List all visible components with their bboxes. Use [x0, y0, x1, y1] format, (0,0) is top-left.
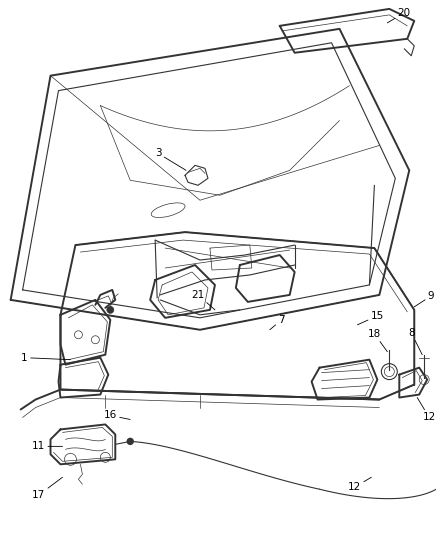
Text: 16: 16 — [104, 410, 130, 421]
Circle shape — [127, 439, 133, 445]
Text: 15: 15 — [357, 311, 384, 325]
Text: 12: 12 — [348, 477, 371, 492]
Text: 7: 7 — [270, 315, 285, 330]
Text: 20: 20 — [387, 8, 411, 23]
Text: 8: 8 — [408, 328, 422, 354]
Circle shape — [107, 306, 114, 313]
Text: 21: 21 — [191, 290, 215, 310]
Text: 12: 12 — [417, 398, 436, 423]
Text: 1: 1 — [21, 353, 70, 362]
Text: 9: 9 — [414, 291, 434, 307]
Text: 17: 17 — [32, 477, 62, 500]
Text: 18: 18 — [368, 329, 387, 352]
Text: 19: 19 — [0, 532, 1, 533]
Text: 3: 3 — [155, 148, 186, 171]
Text: 11: 11 — [32, 441, 62, 451]
